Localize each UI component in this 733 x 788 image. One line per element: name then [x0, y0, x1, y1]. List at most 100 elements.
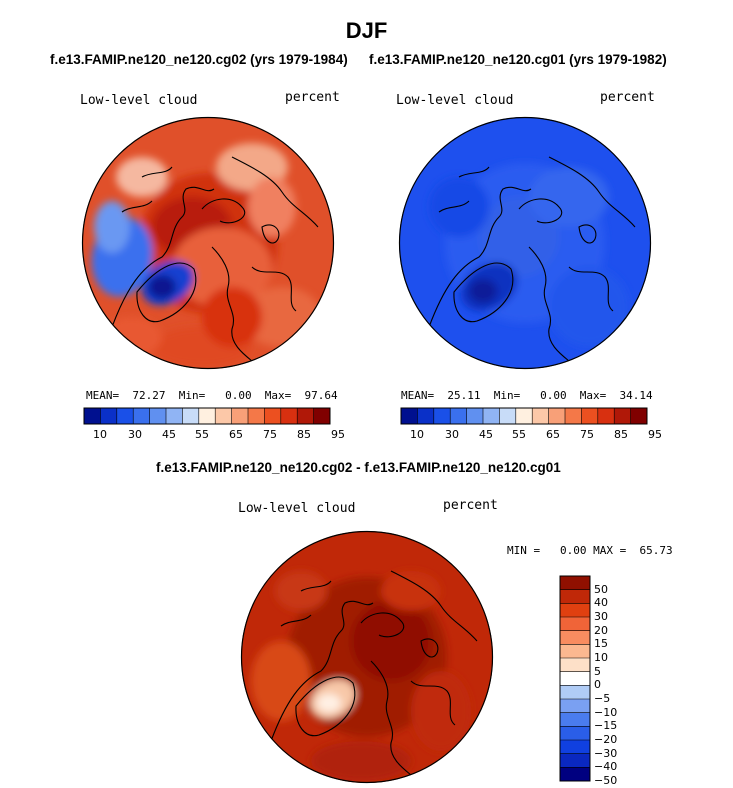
colorbar-tick-label: 55	[512, 428, 526, 441]
colorbar-tick-label: 10	[594, 651, 608, 664]
colorbar-cell	[280, 408, 298, 424]
colorbar-cell	[215, 408, 232, 424]
coastline	[458, 166, 490, 178]
colorbar-tick-label: 10	[410, 428, 424, 441]
coastline	[270, 600, 374, 742]
right-stats: MEAN= 25.11 Min= 0.00 Max= 34.14	[401, 389, 653, 402]
map-field-patch	[148, 275, 176, 299]
coastline	[568, 266, 614, 312]
diff-panel-label: Low-level cloud	[238, 501, 356, 516]
diff-title: f.e13.FAMIP.ne120_ne120.cg02 - f.e13.FAM…	[156, 460, 561, 475]
colorbar-cell	[548, 408, 566, 424]
colorbar-cell	[450, 408, 467, 424]
colorbar-cell	[100, 408, 118, 424]
colorbar-cell	[483, 408, 500, 424]
map-field-patch	[469, 279, 497, 303]
colorbar-border	[559, 575, 591, 782]
coastline	[453, 262, 514, 323]
colorbar-tick-label: 30	[128, 428, 142, 441]
coastline	[111, 186, 215, 328]
map-field-patch	[381, 571, 441, 611]
subtitle-left: f.e13.FAMIP.ne120_ne120.cg02 (yrs 1979-1…	[50, 52, 348, 67]
colorbar-tick-label: 65	[229, 428, 243, 441]
diff-stats: MIN = 0.00 MAX = 65.73	[507, 544, 673, 557]
diff-colorbar	[559, 575, 591, 782]
coastline	[548, 156, 636, 228]
coastline	[201, 198, 246, 224]
colorbar-tick-label: 95	[648, 428, 662, 441]
coastline	[300, 580, 332, 592]
colorbar-cell	[401, 408, 418, 424]
coastline	[410, 680, 456, 726]
colorbar-cell	[499, 408, 517, 424]
colorbar-tick-label: 45	[479, 428, 493, 441]
colorbar-cell	[417, 408, 435, 424]
coastline	[231, 156, 319, 228]
colorbar-tick-label: 30	[594, 610, 608, 623]
colorbar-tick-label: 85	[297, 428, 311, 441]
colorbar-cell	[560, 671, 590, 686]
coastline	[121, 200, 153, 213]
colorbar-tick-label: 45	[162, 428, 176, 441]
colorbar-tick-label: 55	[195, 428, 209, 441]
map-field-patch	[529, 167, 609, 227]
colorbar-cell	[560, 644, 590, 659]
colorbar-cell	[560, 617, 590, 631]
coastline	[370, 660, 412, 776]
colorbar-cell	[560, 712, 590, 727]
colorbar-cell	[133, 408, 150, 424]
page-title: DJF	[345, 18, 388, 43]
colorbar-tick-label: 0	[594, 678, 601, 692]
colorbar-cell	[560, 753, 590, 768]
colorbar-cell	[565, 408, 582, 424]
colorbar-cell	[264, 408, 282, 424]
map-border	[398, 116, 652, 370]
colorbar-cell	[231, 408, 249, 424]
diff-panel-units: percent	[443, 498, 498, 513]
coastline	[211, 246, 253, 362]
colorbar-cell	[560, 767, 590, 782]
colorbar-border	[400, 407, 648, 425]
map-field-patch	[248, 177, 296, 237]
map-field-patch	[549, 267, 629, 347]
colorbar-cell	[149, 408, 167, 424]
map-border	[81, 116, 335, 370]
map-border	[240, 530, 494, 784]
colorbar-cell	[166, 408, 183, 424]
colorbar-cell	[597, 408, 615, 424]
colorbar-cell	[313, 408, 331, 424]
right-panel-units: percent	[600, 90, 655, 105]
coastline	[578, 224, 597, 244]
left-panel-label: Low-level cloud	[80, 93, 198, 108]
colorbar-tick-label: −5	[594, 692, 611, 705]
colorbar-cell	[614, 408, 631, 424]
colorbar-tick-label: 75	[263, 428, 277, 441]
colorbar-tick-label: 15	[594, 637, 608, 651]
colorbar-cell	[560, 740, 590, 754]
coastline	[295, 676, 356, 737]
left-polar-map	[81, 116, 335, 370]
colorbar-tick-label: 95	[331, 428, 345, 441]
coastline	[438, 200, 470, 213]
colorbar-border	[83, 407, 331, 425]
map-field-patch	[429, 177, 489, 237]
map-field-patch	[311, 741, 411, 781]
diff-polar-map	[240, 530, 494, 784]
map-field-patch	[351, 601, 431, 681]
colorbar-cell	[297, 408, 314, 424]
left-panel-units: percent	[285, 90, 340, 105]
colorbar-cell	[248, 408, 265, 424]
coastline	[420, 638, 439, 658]
colorbar-cell	[84, 408, 101, 424]
colorbar-tick-label: −30	[594, 746, 618, 760]
colorbar-cell	[182, 408, 200, 424]
map-field-patch	[172, 227, 272, 307]
colorbar-tick-label: 65	[546, 428, 560, 441]
map-field-patch	[411, 671, 471, 751]
coastline	[251, 266, 297, 312]
coastline	[518, 198, 563, 224]
colorbar-tick-label: 10	[93, 428, 107, 441]
colorbar-tick-label: 40	[594, 596, 608, 610]
colorbar-tick-label: −15	[594, 719, 618, 733]
colorbar-tick-label: −40	[594, 760, 618, 774]
